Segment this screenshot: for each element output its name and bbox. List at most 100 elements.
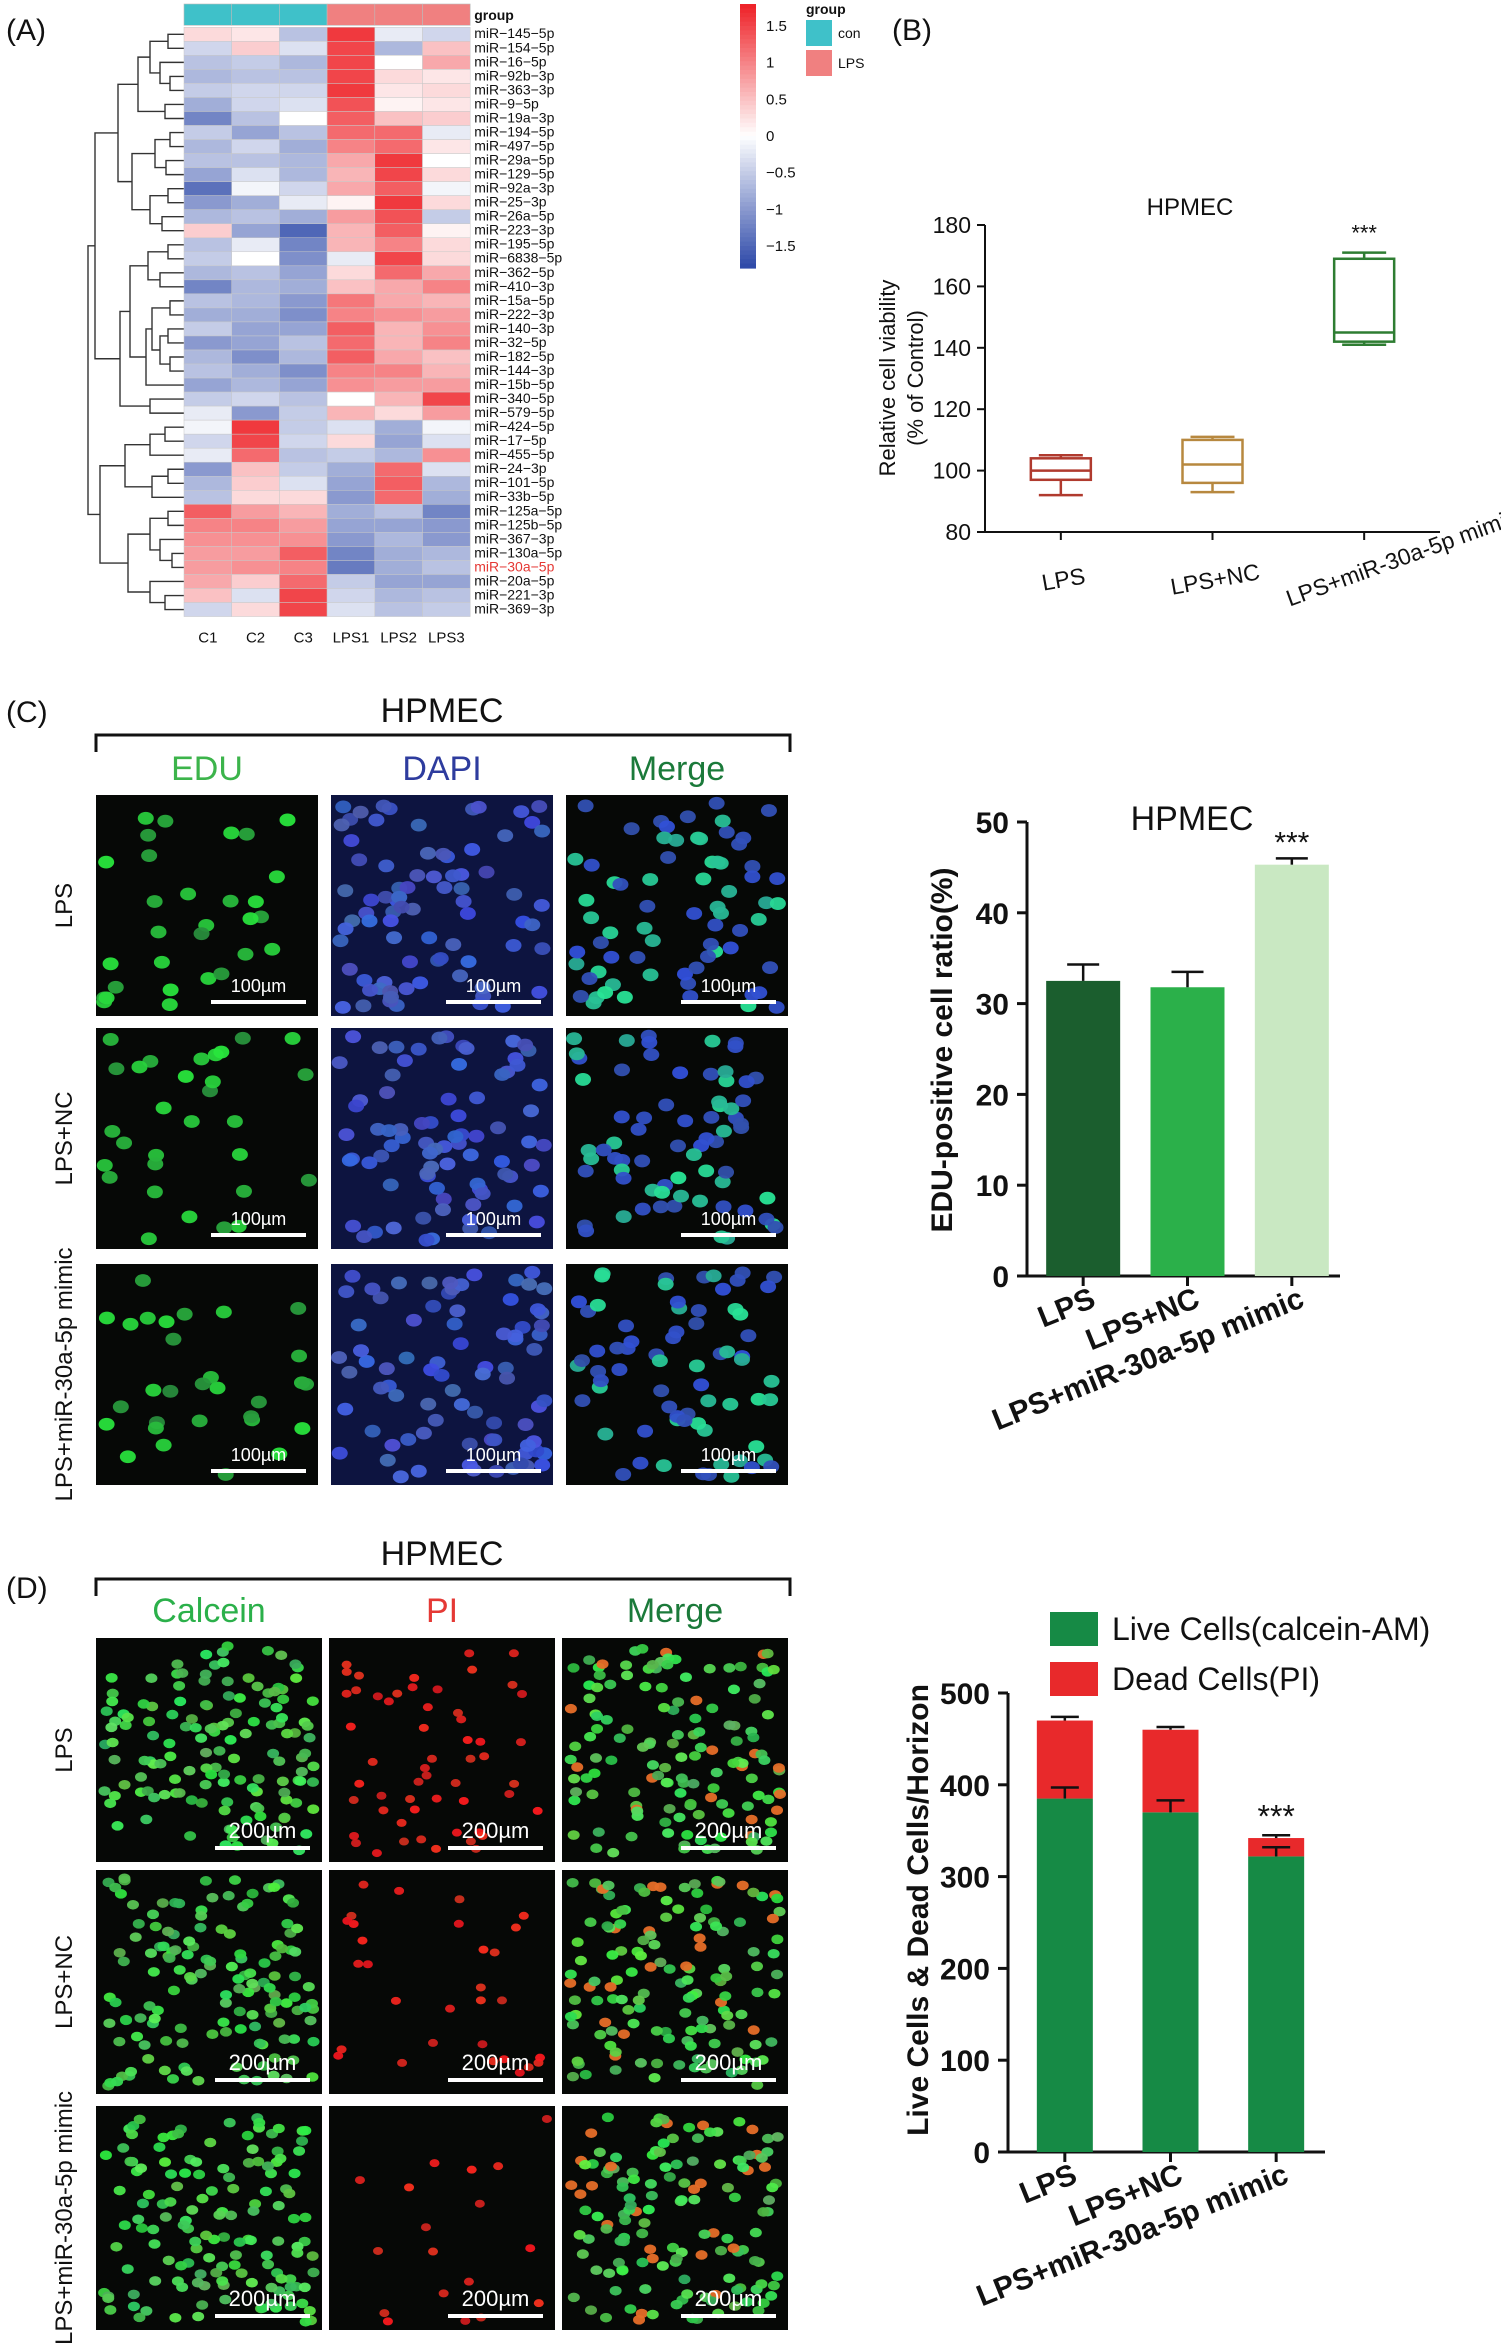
heatmap-cell — [326, 27, 376, 42]
cell-nucleus — [265, 2282, 278, 2293]
cell-nucleus — [117, 1956, 130, 1967]
cell-nucleus — [299, 2212, 312, 2223]
cell-nucleus — [669, 1654, 682, 1665]
cell-nucleus — [224, 1735, 237, 1745]
color-scale-step — [740, 246, 756, 251]
cell-nucleus — [456, 1715, 467, 1724]
cell-nucleus — [743, 2150, 756, 2161]
heatmap-cell — [374, 490, 423, 505]
cell-nucleus — [169, 2312, 182, 2323]
heatmap-cell — [422, 209, 471, 224]
heatmap-cell — [326, 293, 376, 309]
cell-nucleus — [139, 1311, 156, 1325]
cell-nucleus — [126, 2129, 139, 2140]
heatmap-column-label: C3 — [294, 630, 313, 647]
cell-nucleus — [706, 1745, 719, 1755]
cell-nucleus — [619, 2215, 632, 2226]
cell-nucleus — [183, 1765, 196, 1776]
cell-nucleus — [431, 1844, 442, 1853]
cell-nucleus — [134, 1772, 147, 1782]
heatmap-row-label: miR−223−3p — [474, 222, 554, 238]
cell-nucleus — [362, 983, 379, 997]
cell-nucleus — [144, 1948, 157, 1959]
cell-nucleus — [280, 1998, 293, 2008]
color-scale-step — [740, 153, 756, 159]
cell-nucleus — [694, 1942, 707, 1952]
heatmap-cell — [326, 532, 376, 547]
heatmap-cell — [326, 83, 376, 98]
heatmap-cell — [231, 419, 280, 435]
cell-nucleus — [497, 1167, 514, 1181]
cell-nucleus — [613, 1733, 626, 1743]
y-tick-label: 180 — [933, 212, 971, 238]
cell-nucleus — [771, 2132, 784, 2142]
cell-nucleus — [307, 2036, 320, 2047]
cell-nucleus — [338, 1128, 355, 1142]
color-scale-step — [740, 184, 756, 190]
cell-nucleus — [452, 1708, 463, 1717]
heatmap-cell — [279, 504, 328, 519]
cell-nucleus — [714, 1832, 727, 1842]
cell-nucleus — [493, 1155, 510, 1168]
y-tick-label: 200 — [940, 1953, 990, 1986]
cell-nucleus — [289, 1659, 302, 1670]
cell-nucleus — [752, 2305, 765, 2316]
color-scale-step — [740, 83, 756, 89]
cell-nucleus — [410, 1042, 427, 1056]
cell-nucleus — [223, 826, 240, 840]
heatmap-cell — [422, 307, 471, 323]
cell-nucleus — [750, 912, 767, 926]
cell-nucleus — [610, 1975, 623, 1985]
cell-nucleus — [352, 805, 369, 819]
color-scale-step — [740, 131, 756, 137]
cell-nucleus — [644, 934, 661, 947]
heatmap-cell — [326, 490, 376, 505]
cell-nucleus — [373, 2246, 384, 2255]
cell-nucleus — [541, 2114, 552, 2123]
cell-nucleus — [574, 2189, 587, 2199]
cell-nucleus — [247, 1716, 260, 1727]
cell-nucleus — [757, 2298, 770, 2308]
cell-nucleus — [135, 2163, 148, 2173]
color-scale-step — [740, 118, 756, 124]
cell-nucleus — [193, 1052, 210, 1066]
cell-nucleus — [166, 2074, 179, 2084]
heatmap-cell — [422, 55, 471, 70]
cell-nucleus — [650, 2026, 663, 2036]
heatmap-cell — [231, 153, 280, 168]
heatmap-cell — [183, 293, 232, 309]
cell-nucleus — [568, 957, 585, 971]
cell-nucleus — [341, 962, 358, 976]
cell-nucleus — [653, 2147, 666, 2157]
cell-nucleus — [234, 1031, 251, 1045]
heatmap-cell — [422, 518, 471, 533]
cell-nucleus — [348, 1796, 359, 1805]
cell-nucleus — [648, 1939, 661, 1950]
scale-bar-label: 100µm — [466, 1445, 521, 1465]
cell-nucleus — [685, 2025, 698, 2036]
cell-nucleus — [609, 2047, 622, 2057]
heatmap-row-label: miR−29a−5p — [474, 152, 554, 168]
cell-nucleus — [162, 1926, 175, 1937]
cell-nucleus — [695, 2250, 708, 2260]
cell-nucleus — [290, 1798, 303, 1808]
heatmap-cell — [326, 391, 376, 407]
cell-nucleus — [225, 1961, 238, 1972]
cell-nucleus — [195, 1798, 208, 1808]
color-scale-step — [740, 43, 756, 49]
cell-nucleus — [463, 2277, 474, 2286]
cell-nucleus — [479, 1752, 490, 1761]
cell-nucleus — [273, 2018, 286, 2028]
cell-nucleus — [265, 2298, 278, 2309]
heatmap-cell — [326, 363, 376, 379]
cell-nucleus — [524, 918, 541, 932]
heatmap-cell — [183, 167, 232, 182]
heatmap-column-label: C1 — [198, 630, 217, 647]
chart-d-ylabel: Live Cells & Dead Cells/Horizon — [902, 1684, 935, 2136]
heatmap-row-label: miR−455−5p — [474, 446, 554, 462]
heatmap-cell — [422, 237, 471, 253]
heatmap-cell — [231, 405, 280, 421]
cell-nucleus — [531, 1078, 548, 1092]
cell-nucleus — [260, 2250, 273, 2261]
color-scale-step — [740, 8, 756, 14]
